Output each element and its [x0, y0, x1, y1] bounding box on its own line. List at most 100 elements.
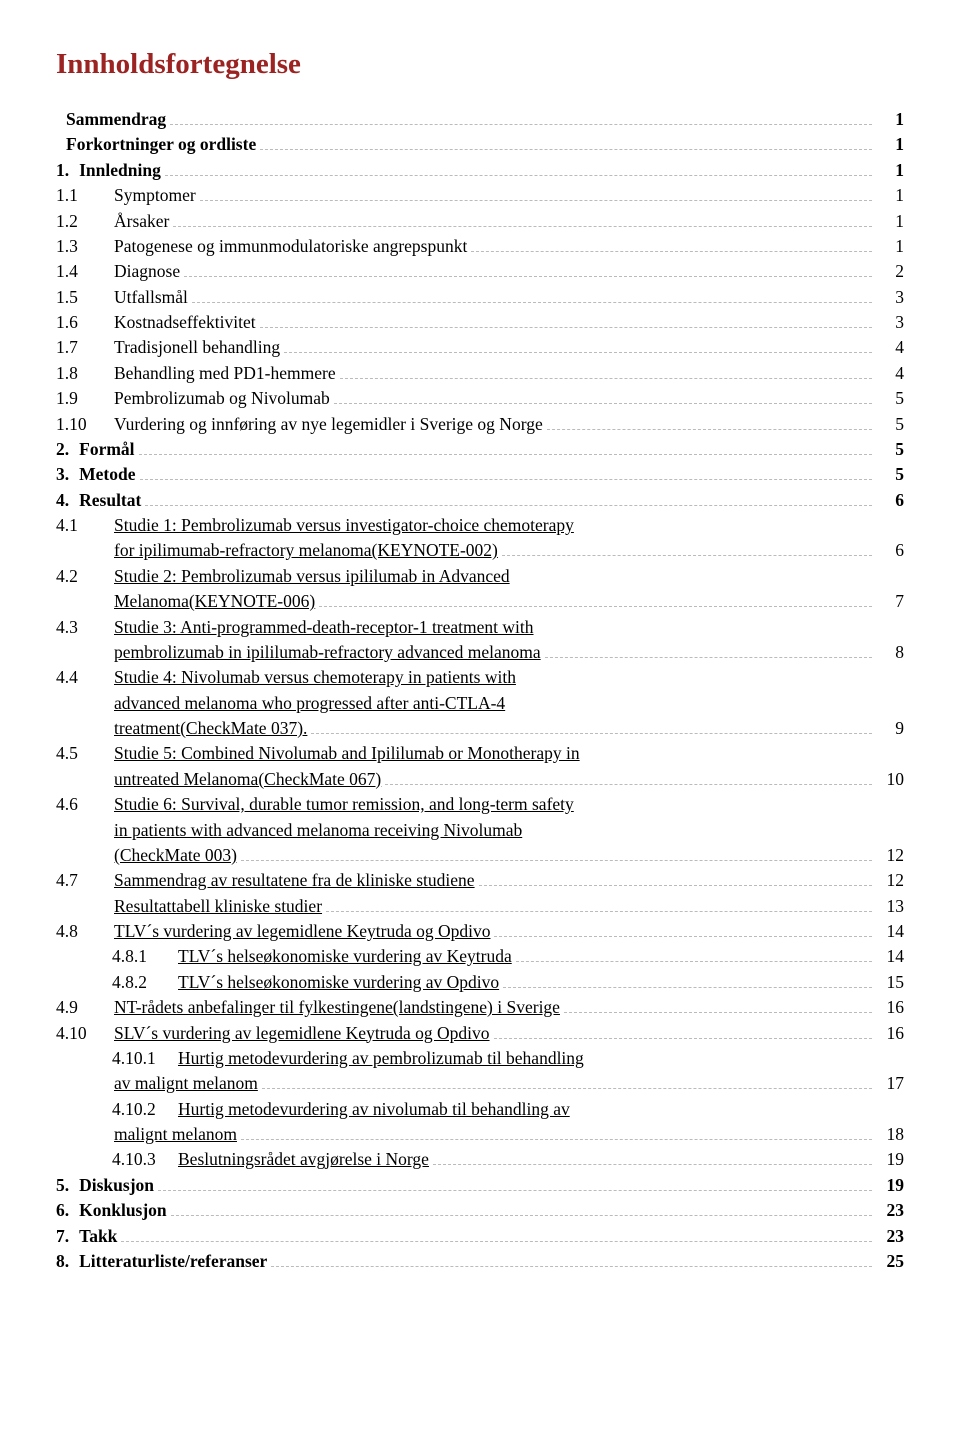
toc-leader — [241, 846, 872, 861]
toc-entry-number: 4.10 — [56, 1021, 114, 1046]
toc-entry-page: 6 — [876, 538, 904, 563]
toc-entry-label: Beslutningsrådet avgjørelse i Norge — [178, 1147, 429, 1172]
toc-entry-number: 4.10.1 — [112, 1046, 178, 1071]
toc-entry-page: 23 — [876, 1224, 904, 1249]
toc-entry-page: 6 — [876, 488, 904, 513]
toc-entry-number: 1.4 — [56, 259, 114, 284]
toc-leader — [503, 973, 872, 988]
toc-leader — [433, 1150, 872, 1165]
toc-entry-label: Pembrolizumab og Nivolumab — [114, 386, 330, 411]
toc-entry-number: 5. — [56, 1173, 79, 1198]
toc-entry-label: Hurtig metodevurdering av pembrolizumab … — [178, 1046, 584, 1071]
toc-entry-number: 4. — [56, 488, 79, 513]
toc-entry-label: untreated Melanoma(CheckMate 067) — [114, 767, 381, 792]
toc-entry-page: 10 — [876, 767, 904, 792]
toc-entry: Melanoma(KEYNOTE-006)7 — [56, 589, 904, 614]
toc-entry-label: in patients with advanced melanoma recei… — [114, 818, 522, 843]
toc-entry-number: 8. — [56, 1249, 79, 1274]
toc-entry-number: 4.10.2 — [112, 1097, 178, 1122]
toc-entry: 1.1Symptomer1 — [56, 183, 904, 208]
toc-entry-label: advanced melanoma who progressed after a… — [114, 691, 505, 716]
toc-entry-number: 6. — [56, 1198, 79, 1223]
toc-entry-page: 8 — [876, 640, 904, 665]
toc-entry-page: 1 — [876, 183, 904, 208]
toc-entry: 1.7Tradisjonell behandling4 — [56, 335, 904, 360]
toc-entry-label: SLV´s vurdering av legemidlene Keytruda … — [114, 1021, 490, 1046]
toc-entry: 4.8TLV´s vurdering av legemidlene Keytru… — [56, 919, 904, 944]
toc-entry: Resultattabell kliniske studier13 — [56, 894, 904, 919]
toc-leader — [241, 1125, 872, 1140]
toc-leader — [385, 770, 872, 785]
toc-entry-label: Studie 2: Pembrolizumab versus ipililuma… — [114, 564, 510, 589]
toc-leader — [471, 237, 872, 252]
toc-leader — [173, 212, 872, 227]
toc-entry: 1.6Kostnadseffektivitet3 — [56, 310, 904, 335]
toc-entry: in patients with advanced melanoma recei… — [56, 818, 904, 843]
toc-entry-page: 14 — [876, 944, 904, 969]
toc-entry-label: Patogenese og immunmodulatoriske angreps… — [114, 234, 467, 259]
toc-entry: 4.1Studie 1: Pembrolizumab versus invest… — [56, 513, 904, 538]
toc-leader — [260, 135, 872, 150]
toc-entry: 4.2Studie 2: Pembrolizumab versus ipilil… — [56, 564, 904, 589]
toc-entry-page: 1 — [876, 107, 904, 132]
toc-entry-page: 15 — [876, 970, 904, 995]
toc-entry-number: 1.6 — [56, 310, 114, 335]
toc-entry: Forkortninger og ordliste1 — [56, 132, 904, 157]
toc-entry-label: Forkortninger og ordliste — [66, 132, 256, 157]
toc-leader — [479, 871, 872, 886]
toc-entry-page: 18 — [876, 1122, 904, 1147]
toc-leader — [200, 186, 872, 201]
toc-entry: 2.Formål 5 — [56, 437, 904, 462]
toc-leader — [262, 1074, 872, 1089]
toc-entry-page: 9 — [876, 716, 904, 741]
toc-leader — [564, 998, 872, 1013]
toc-entry-number: 1. — [56, 158, 79, 183]
toc-entry-page: 1 — [876, 209, 904, 234]
toc-entry-label: Formål — [79, 437, 134, 462]
toc-entry: 7.Takk23 — [56, 1224, 904, 1249]
toc-entry: 1.10Vurdering og innføring av nye legemi… — [56, 412, 904, 437]
toc-leader — [516, 947, 872, 962]
toc-entry-page: 19 — [876, 1173, 904, 1198]
toc-entry: treatment(CheckMate 037). 9 — [56, 716, 904, 741]
toc-entry-page: 25 — [876, 1249, 904, 1274]
toc-entry-page: 12 — [876, 843, 904, 868]
toc-entry-label: malignt melanom — [114, 1122, 237, 1147]
toc-entry-label: TLV´s vurdering av legemidlene Keytruda … — [114, 919, 490, 944]
toc-entry-page: 19 — [876, 1147, 904, 1172]
toc-entry: 4.5Studie 5: Combined Nivolumab and Ipil… — [56, 741, 904, 766]
table-of-contents: Sammendrag1Forkortninger og ordliste11.I… — [56, 107, 904, 1274]
toc-entry-page: 4 — [876, 335, 904, 360]
toc-entry-page: 16 — [876, 1021, 904, 1046]
toc-leader — [260, 313, 872, 328]
page-title: Innholdsfortegnelse — [56, 48, 904, 81]
toc-entry: 1.Innledning1 — [56, 158, 904, 183]
toc-entry-label: Studie 1: Pembrolizumab versus investiga… — [114, 513, 574, 538]
toc-entry-page: 5 — [876, 412, 904, 437]
toc-entry: 1.5Utfallsmål3 — [56, 285, 904, 310]
toc-entry: 4.8.2TLV´s helseøkonomiske vurdering av … — [56, 970, 904, 995]
toc-entry-page: 5 — [876, 462, 904, 487]
toc-entry-label: treatment(CheckMate 037). — [114, 716, 307, 741]
toc-entry-number: 4.10.3 — [112, 1147, 178, 1172]
toc-leader — [184, 262, 872, 277]
toc-entry-page: 12 — [876, 868, 904, 893]
toc-entry: 3.Metode5 — [56, 462, 904, 487]
toc-entry-page: 1 — [876, 158, 904, 183]
toc-entry-label: Resultat — [79, 488, 141, 513]
toc-leader — [139, 440, 872, 455]
toc-entry: Sammendrag1 — [56, 107, 904, 132]
toc-entry: for ipilimumab-refractory melanoma(KEYNO… — [56, 538, 904, 563]
toc-entry-label: Takk — [79, 1224, 117, 1249]
toc-entry-label: Årsaker — [114, 209, 169, 234]
toc-leader — [340, 364, 872, 379]
toc-leader — [192, 288, 872, 303]
toc-entry-page: 5 — [876, 437, 904, 462]
toc-entry-number: 2. — [56, 437, 79, 462]
toc-entry-label: Diskusjon — [79, 1173, 154, 1198]
toc-entry-number: 1.8 — [56, 361, 114, 386]
toc-entry: 1.2Årsaker1 — [56, 209, 904, 234]
toc-entry-label: (CheckMate 003) — [114, 843, 237, 868]
toc-entry-label: Hurtig metodevurdering av nivolumab til … — [178, 1097, 570, 1122]
toc-entry-number: 4.2 — [56, 564, 114, 589]
